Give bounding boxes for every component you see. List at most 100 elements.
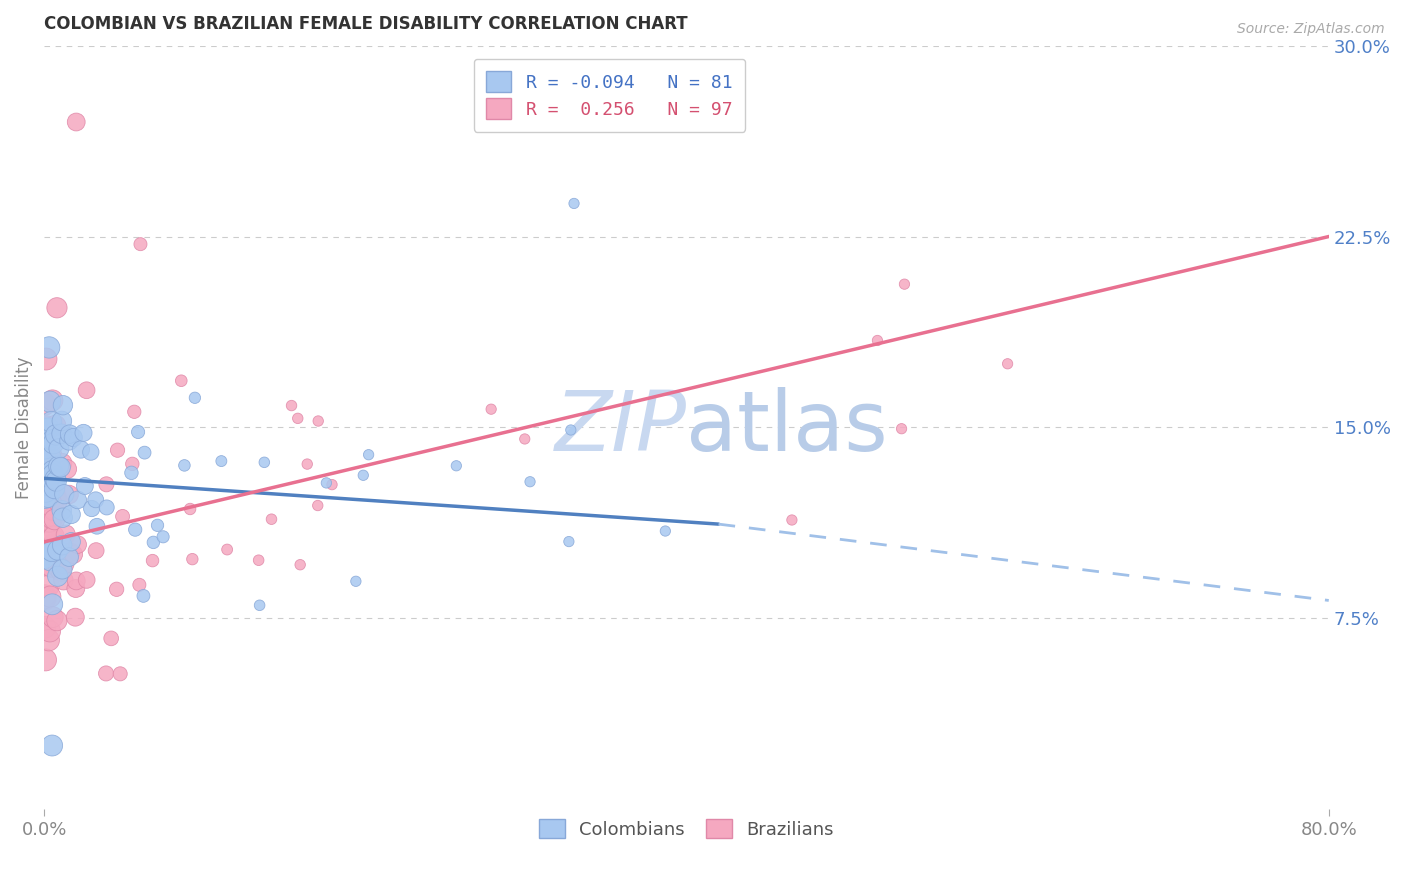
Point (35, 492, 58, 507)
Point (45, 491, 67, 505)
Point (247, 553, 270, 567)
Point (42, 529, 65, 543)
Point (893, 277, 915, 292)
Point (60, 508, 83, 522)
Point (307, 499, 329, 513)
Point (73, 479, 96, 493)
Point (170, 374, 193, 388)
Point (39, 553, 62, 567)
Point (52, 510, 75, 524)
Point (179, 502, 201, 516)
Point (96, 477, 118, 491)
Y-axis label: Female Disability: Female Disability (15, 356, 32, 499)
Point (80, 501, 103, 516)
Point (121, 457, 143, 471)
Point (45, 418, 67, 433)
Point (70, 442, 93, 457)
Point (60, 534, 83, 549)
Point (58, 434, 80, 448)
Point (129, 237, 152, 252)
Point (66, 492, 89, 507)
Point (34, 491, 56, 505)
Point (32, 466, 55, 480)
Point (65, 582, 87, 596)
Point (142, 535, 165, 549)
Point (44, 512, 66, 526)
Point (35, 352, 58, 367)
Point (34, 422, 56, 436)
Point (39, 452, 62, 467)
Point (66, 538, 89, 552)
Point (288, 558, 311, 572)
Point (321, 477, 343, 491)
Point (315, 475, 337, 490)
Point (49, 460, 72, 475)
Point (41, 464, 63, 478)
Point (41, 597, 63, 611)
Point (45, 474, 67, 488)
Point (42, 436, 65, 450)
Point (37, 522, 59, 536)
Point (48, 442, 70, 456)
Point (890, 422, 912, 436)
Point (41, 559, 63, 574)
Point (38, 422, 60, 436)
Point (997, 357, 1019, 371)
Point (35, 419, 58, 434)
Point (34, 486, 56, 500)
Point (96, 500, 118, 515)
Point (32, 592, 55, 607)
Point (38, 633, 60, 648)
Point (297, 457, 319, 471)
Point (58, 550, 80, 565)
Point (39, 450, 62, 465)
Point (48, 459, 70, 474)
Point (181, 552, 204, 566)
Point (56, 462, 79, 476)
Point (37, 490, 59, 504)
Point (53, 557, 76, 571)
Point (42, 467, 65, 482)
Point (86, 519, 108, 533)
Point (34, 523, 56, 537)
Point (32, 440, 55, 454)
Point (32, 519, 55, 533)
Point (38, 579, 60, 593)
Point (35, 440, 58, 454)
Point (52, 398, 75, 412)
Point (654, 524, 676, 538)
Point (84, 543, 107, 558)
Point (128, 578, 150, 592)
Point (46, 493, 69, 508)
Point (46, 301, 69, 315)
Point (558, 534, 581, 549)
Point (41, 450, 63, 464)
Point (62, 431, 84, 445)
Point (146, 518, 169, 533)
Point (513, 432, 536, 446)
Point (134, 445, 156, 459)
Point (141, 553, 163, 567)
Point (35, 484, 58, 499)
Point (111, 509, 134, 524)
Point (173, 458, 195, 473)
Point (62, 547, 84, 561)
Point (45, 614, 67, 628)
Point (46, 543, 69, 558)
Point (260, 512, 283, 526)
Point (34, 591, 56, 606)
Point (253, 455, 276, 469)
Point (84, 492, 107, 507)
Point (32, 528, 55, 542)
Point (38, 341, 60, 355)
Point (100, 632, 122, 646)
Text: ZIP: ZIP (554, 387, 686, 468)
Point (94, 666, 117, 681)
Point (479, 402, 502, 417)
Point (357, 448, 380, 462)
Point (41, 739, 63, 753)
Point (72, 425, 94, 440)
Point (76, 573, 98, 587)
Point (39, 394, 62, 409)
Point (51, 426, 73, 441)
